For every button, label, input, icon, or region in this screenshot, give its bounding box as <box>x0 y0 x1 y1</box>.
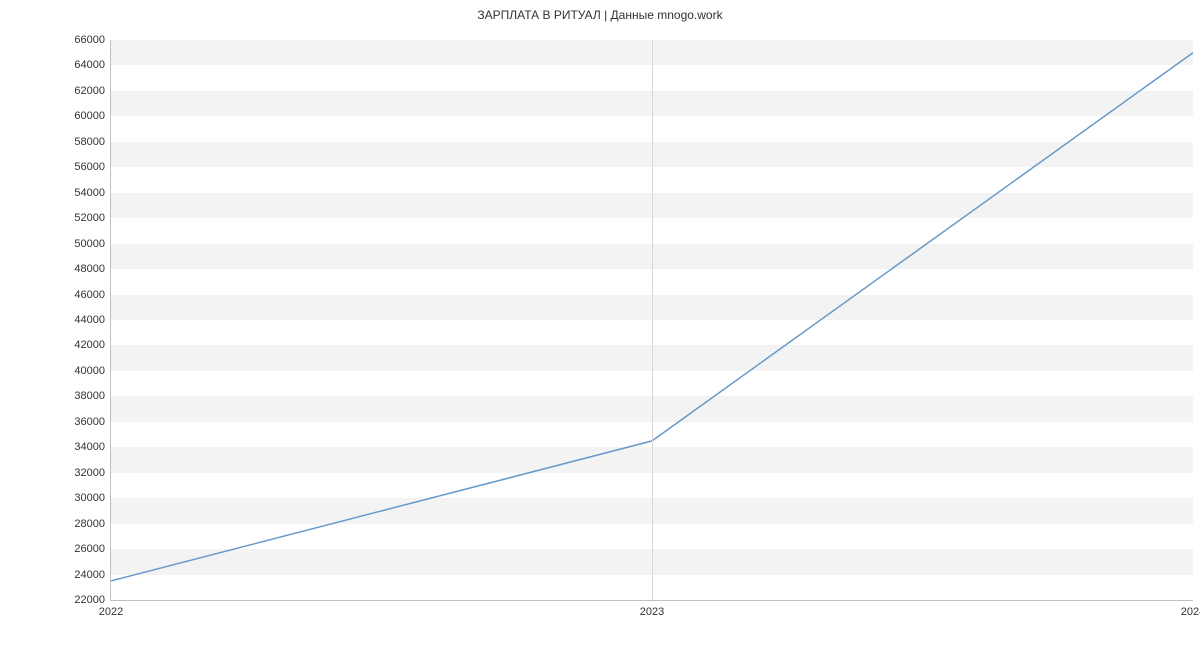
y-tick-label: 24000 <box>74 569 111 581</box>
chart-title: ЗАРПЛАТА В РИТУАЛ | Данные mnogo.work <box>0 8 1200 22</box>
y-tick-label: 58000 <box>74 136 111 148</box>
y-tick-label: 46000 <box>74 289 111 301</box>
x-tick-label: 2024 <box>1181 600 1200 618</box>
y-tick-label: 48000 <box>74 263 111 275</box>
y-tick-label: 60000 <box>74 110 111 122</box>
y-tick-label: 44000 <box>74 314 111 326</box>
y-tick-label: 64000 <box>74 59 111 71</box>
y-tick-label: 30000 <box>74 492 111 504</box>
y-tick-label: 62000 <box>74 85 111 97</box>
y-tick-label: 54000 <box>74 187 111 199</box>
y-tick-label: 40000 <box>74 365 111 377</box>
y-tick-label: 50000 <box>74 238 111 250</box>
y-tick-label: 28000 <box>74 518 111 530</box>
salary-chart: ЗАРПЛАТА В РИТУАЛ | Данные mnogo.work 22… <box>0 0 1200 650</box>
grid-line-vertical <box>652 40 653 600</box>
y-tick-label: 66000 <box>74 34 111 46</box>
x-tick-label: 2022 <box>99 600 123 618</box>
y-tick-label: 52000 <box>74 212 111 224</box>
plot-area: 2200024000260002800030000320003400036000… <box>110 40 1193 601</box>
y-tick-label: 26000 <box>74 543 111 555</box>
y-tick-label: 56000 <box>74 161 111 173</box>
y-tick-label: 38000 <box>74 390 111 402</box>
x-tick-label: 2023 <box>640 600 664 618</box>
y-tick-label: 36000 <box>74 416 111 428</box>
y-tick-label: 32000 <box>74 467 111 479</box>
y-tick-label: 34000 <box>74 441 111 453</box>
y-tick-label: 42000 <box>74 339 111 351</box>
